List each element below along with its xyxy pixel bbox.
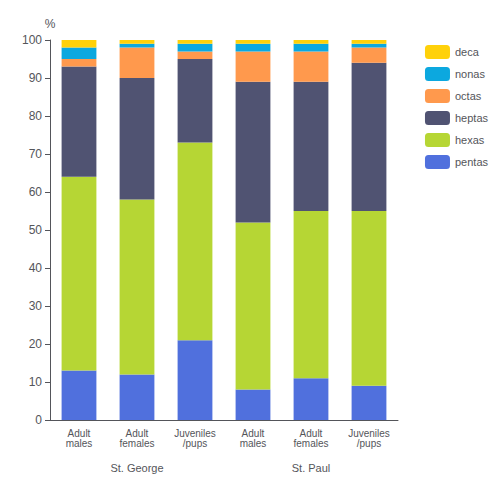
svg-text:Juveniles: Juveniles	[348, 427, 390, 439]
svg-text:heptas: heptas	[455, 112, 489, 124]
svg-text:Adult: Adult	[241, 427, 265, 439]
svg-text:Adult: Adult	[125, 427, 149, 439]
svg-text:deca: deca	[455, 46, 480, 58]
svg-text:hexas: hexas	[455, 134, 485, 146]
svg-text:males: males	[66, 438, 93, 449]
svg-text:males: males	[240, 438, 267, 449]
svg-text:30: 30	[29, 299, 43, 313]
svg-text:Adult: Adult	[299, 427, 323, 439]
svg-text:10: 10	[29, 375, 43, 389]
svg-text:70: 70	[29, 147, 43, 161]
svg-text:%: %	[45, 17, 56, 31]
svg-text:females: females	[119, 438, 154, 449]
svg-text:/pups: /pups	[183, 438, 207, 449]
svg-text:pentas: pentas	[455, 156, 489, 168]
svg-text:females: females	[293, 438, 328, 449]
svg-text:100: 100	[22, 33, 42, 47]
svg-text:20: 20	[29, 337, 43, 351]
svg-text:50: 50	[29, 223, 43, 237]
svg-text:Adult: Adult	[67, 427, 91, 439]
svg-text:0: 0	[35, 413, 42, 427]
svg-text:90: 90	[29, 71, 43, 85]
svg-text:80: 80	[29, 109, 43, 123]
svg-text:60: 60	[29, 185, 43, 199]
svg-text:/pups: /pups	[357, 438, 381, 449]
svg-text:40: 40	[29, 261, 43, 275]
svg-text:St. Paul: St. Paul	[292, 462, 331, 474]
svg-text:Juveniles: Juveniles	[174, 427, 216, 439]
svg-text:nonas: nonas	[455, 68, 485, 80]
svg-text:octas: octas	[455, 90, 482, 102]
svg-text:St. George: St. George	[110, 462, 163, 474]
